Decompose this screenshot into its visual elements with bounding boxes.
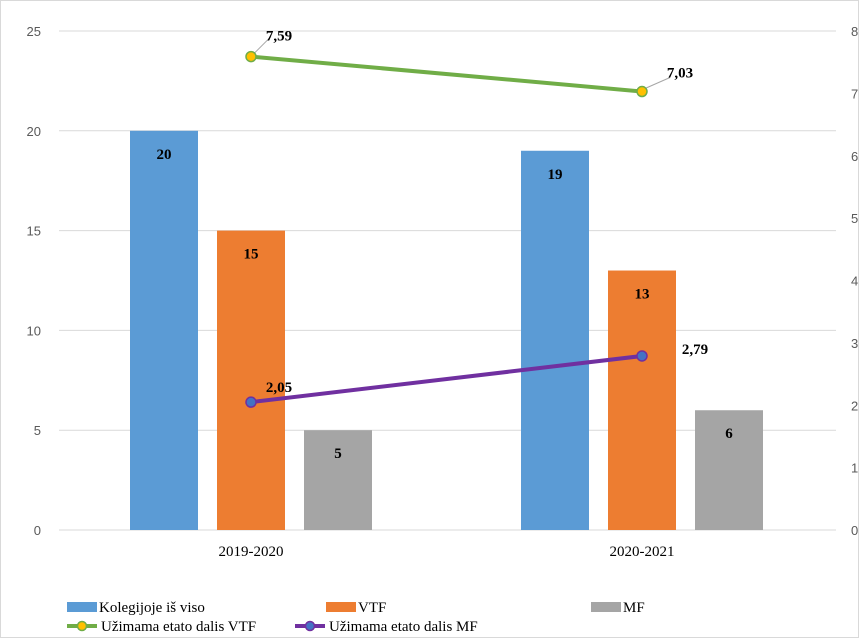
bar-series <box>130 130 763 531</box>
line-marker <box>245 50 257 63</box>
left-axis-tick-label: 25 <box>27 24 41 39</box>
right-axis-tick-label: 3 <box>851 336 858 351</box>
legend-swatch <box>326 602 356 612</box>
bar-data-label: 6 <box>725 426 733 442</box>
bar-data-label: 5 <box>334 446 342 462</box>
legend: Kolegijoje iš viso VTF MF Užimama etato dal… <box>67 600 645 635</box>
leader-line <box>644 77 671 89</box>
series-line <box>250 54 643 94</box>
right-axis-tick-label: 8 <box>851 24 858 39</box>
legend-label: Užimama etato dalis MF <box>329 619 478 635</box>
line-data-label: 7,59 <box>266 29 292 45</box>
category-labels: 2019-2020 2020-2021 <box>219 544 675 560</box>
legend-marker <box>76 620 88 632</box>
right-axis-tick-label: 6 <box>851 149 858 164</box>
bar <box>304 430 372 530</box>
bar-data-label: 15 <box>244 247 259 263</box>
bar-data-label: 13 <box>635 287 650 303</box>
left-axis-tick-label: 20 <box>27 124 41 139</box>
bar <box>608 270 676 530</box>
legend-marker <box>304 620 316 632</box>
right-axis-tick-label: 2 <box>851 398 858 413</box>
right-axis-tick-label: 0 <box>851 523 858 538</box>
right-axis-tick-label: 4 <box>851 274 858 289</box>
leader-line <box>253 36 272 54</box>
line-series <box>245 36 671 408</box>
category-label: 2019-2020 <box>219 544 284 560</box>
bar <box>695 410 763 530</box>
right-axis-tick-label: 1 <box>851 461 858 476</box>
line-marker <box>245 396 257 408</box>
legend-label: Užimama etato dalis VTF <box>101 619 256 635</box>
bar <box>217 230 285 530</box>
left-axis-tick-label: 5 <box>34 423 41 438</box>
bar <box>130 130 198 531</box>
left-axis-tick-label: 15 <box>27 224 41 239</box>
line-data-label: 2,79 <box>682 342 708 358</box>
left-axis-tick-label: 0 <box>34 523 41 538</box>
right-axis-tick-label: 7 <box>851 86 858 101</box>
legend-label: VTF <box>358 600 386 616</box>
line-data-label: 2,05 <box>266 380 292 396</box>
bar <box>521 150 589 530</box>
series-line <box>250 353 643 405</box>
category-label: 2020-2021 <box>610 544 675 560</box>
line-marker <box>636 85 648 98</box>
left-axis-ticks: 0 5 10 15 20 25 <box>27 24 41 538</box>
left-axis-tick-label: 10 <box>27 323 41 338</box>
line-data-label: 7,03 <box>667 66 693 82</box>
data-labels: 20 19 15 13 5 6 7,59 7,03 2,05 2,79 <box>157 29 734 463</box>
legend-swatch <box>67 602 97 612</box>
legend-swatch <box>591 602 621 612</box>
bar-data-label: 19 <box>548 167 563 183</box>
legend-label: Kolegijoje iš viso <box>99 600 205 616</box>
bar-data-label: 20 <box>157 147 172 163</box>
line-marker <box>636 350 648 362</box>
right-axis-tick-label: 5 <box>851 211 858 226</box>
right-axis-ticks: 0 1 2 3 4 5 6 7 8 <box>851 24 858 538</box>
legend-label: MF <box>623 600 645 616</box>
